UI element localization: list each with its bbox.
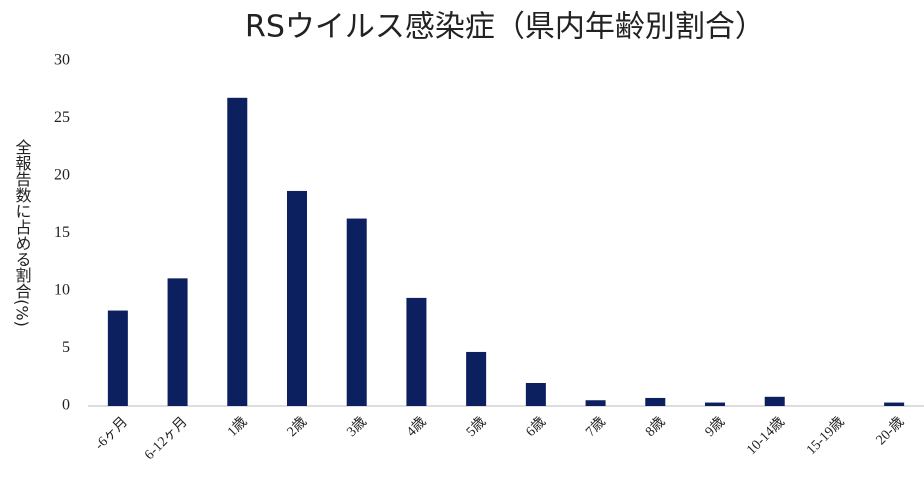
y-tick-label: 25 (54, 109, 70, 126)
bar (705, 402, 725, 406)
bar (346, 218, 367, 406)
x-tick-label: 3歳 (344, 414, 370, 440)
x-tick-label: 15-19歳 (803, 414, 847, 458)
bar (167, 278, 188, 406)
bar (585, 400, 606, 406)
y-tick-label: 30 (54, 52, 70, 69)
x-tick-label: 2歳 (284, 414, 310, 440)
x-tick-label: 5歳 (463, 414, 489, 440)
y-tick-label: 20 (54, 167, 70, 184)
bar (466, 351, 487, 406)
y-tick-label: 10 (54, 282, 70, 299)
x-tick-label: 20-歳 (873, 414, 907, 448)
chart-title: RSウイルス感染症（県内年齢別割合） (245, 10, 765, 45)
bar (884, 402, 905, 406)
x-tick-label: 7歳 (583, 414, 609, 440)
bar (525, 383, 546, 406)
bar (287, 190, 307, 406)
bar (645, 397, 666, 406)
x-tick-label: -6ヶ月 (92, 414, 131, 453)
bar (227, 97, 248, 407)
x-tick-label: 6-12ヶ月 (141, 414, 190, 463)
y-tick-label: 0 (62, 397, 70, 414)
bar (406, 297, 427, 406)
y-tick-label: 15 (54, 224, 70, 241)
x-tick-label: 8歳 (642, 414, 668, 440)
y-tick-label: 5 (62, 339, 70, 356)
x-tick-label: 9歳 (702, 414, 728, 440)
x-tick-label: 1歳 (224, 414, 250, 440)
bar (764, 396, 785, 406)
bar (107, 310, 128, 406)
x-tick-label: 10-14歳 (744, 414, 788, 458)
x-tick-label: 4歳 (403, 414, 429, 440)
y-axis-label: 全報告数に占める割合(%) (13, 139, 32, 327)
x-tick-label: 6歳 (523, 414, 549, 440)
